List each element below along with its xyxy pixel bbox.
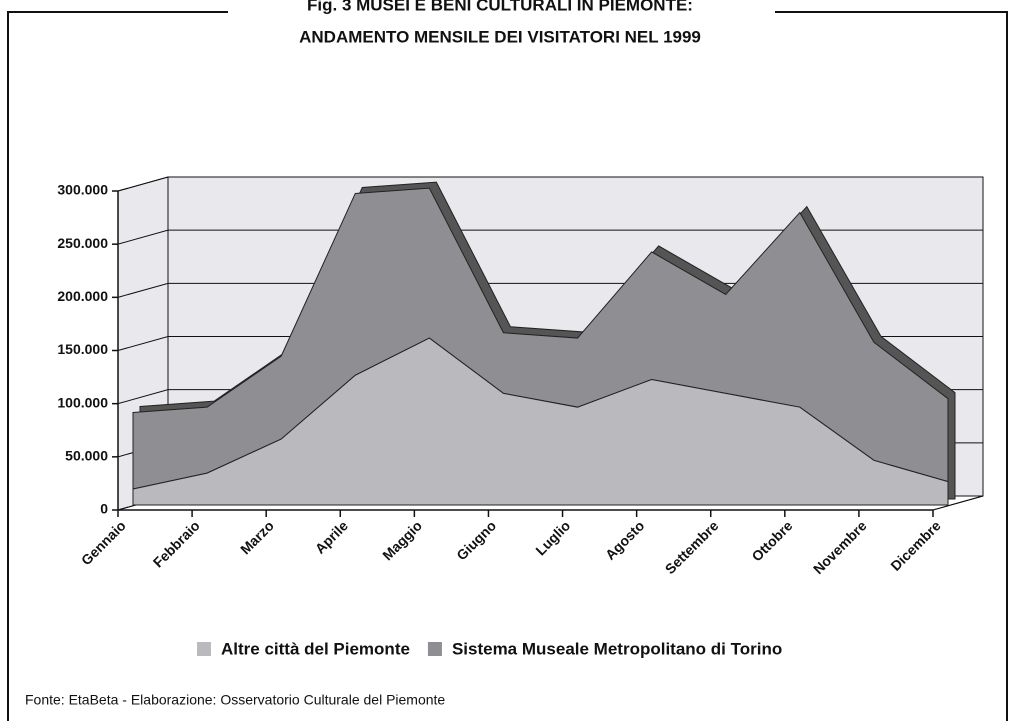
area [132,337,949,506]
x-tick-label: Novembre [810,517,870,577]
x-tick-label: Settembre [662,517,722,577]
x-tick-label: Giugno [453,517,499,563]
source: Fonte: EtaBeta - Elaborazione: Osservato… [25,692,445,708]
y-tick-label: 150.000 [57,341,108,357]
x-tick-label: Luglio [532,517,573,558]
legend-swatch [427,642,442,656]
x-tick-label: Gennaio [78,517,129,568]
frame [7,11,228,721]
grid-line [117,229,983,245]
legend-swatch [197,642,211,656]
x-tick-label: Ottobre [748,517,795,564]
x-tick-label: Agosto [602,517,647,562]
legend-label: Altre città del Piemonte [221,639,410,658]
chart-subtitle: ANDAMENTO MENSILE DEI VISITATORI NEL 199… [299,27,701,46]
y-tick-label: 0 [100,501,108,517]
y-tick-label: 100.000 [57,394,108,410]
chart-title: Fig. 3 MUSEI E BENI CULTURALI IN PIEMONT… [307,0,693,14]
grid-line [117,176,983,192]
frame [775,11,1008,721]
x-tick-label: Dicembre [887,517,944,574]
x-axis-depth [932,495,984,511]
y-tick-label: 300.000 [57,182,108,198]
x-tick-label: Febbraio [150,517,203,570]
x-tick-label: Marzo [237,517,277,557]
x-tick-label: Maggio [379,517,425,563]
y-tick-label: 50.000 [65,448,108,464]
legend-label: Sistema Museale Metropolitano di Torino [452,639,782,658]
y-tick-label: 250.000 [57,235,108,251]
y-tick-label: 200.000 [57,288,108,304]
x-tick-label: Aprile [312,517,352,557]
